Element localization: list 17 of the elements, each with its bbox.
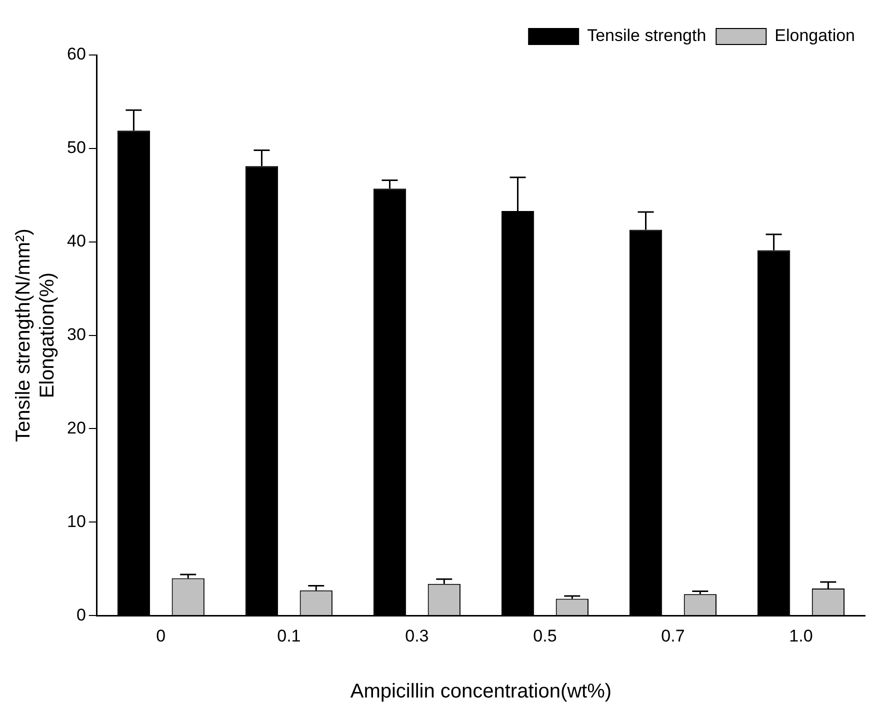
legend-label: Elongation [774, 26, 855, 46]
x-tick-label: 0.3 [405, 626, 429, 646]
x-axis-title: Ampicillin concentration(wt%) [350, 680, 612, 703]
y-tick-label: 60 [66, 44, 86, 64]
x-tick-label: 0.5 [533, 626, 557, 646]
y-tick-label: 10 [66, 512, 86, 531]
x-tick-label: 0.7 [661, 626, 685, 646]
x-tick-label: 0 [156, 626, 166, 646]
y-tick-label: 0 [76, 605, 86, 624]
legend-label: Tensile strength [587, 26, 706, 46]
y-tick-label: 50 [66, 138, 86, 158]
y-axis-title: Tensile strength(N/mm²) Elongation(%) [12, 228, 59, 442]
y-tick-label: 40 [66, 232, 86, 251]
x-tick-label: 1.0 [789, 626, 813, 646]
y-tick-label: 30 [66, 324, 86, 344]
y-tick-label: 20 [66, 418, 86, 438]
x-tick-label: 0.1 [277, 626, 301, 646]
